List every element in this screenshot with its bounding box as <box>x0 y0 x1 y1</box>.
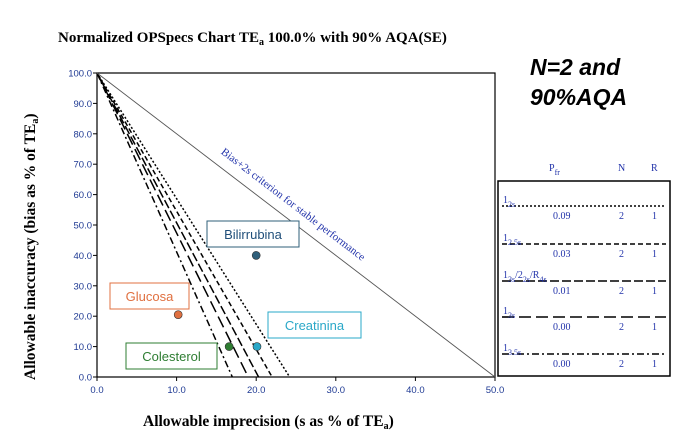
point-label-box <box>109 282 190 310</box>
y-tick-label: 20.0 <box>74 312 93 323</box>
headline-line2: 90%AQA <box>530 84 628 110</box>
point-label: Bilirrubina <box>224 227 283 242</box>
y-tick-label: 30.0 <box>74 281 93 292</box>
x-tick-label: 0.0 <box>90 385 103 396</box>
series-line <box>96 72 234 378</box>
legend-pfr-value: 0.09 <box>553 211 571 222</box>
point-label: Glucosa <box>126 289 174 304</box>
legend-header-r: R <box>651 163 658 174</box>
point-label-box <box>206 220 300 248</box>
legend-r-value: 1 <box>652 211 657 222</box>
y-tick-label: 100.0 <box>68 69 92 80</box>
legend-rule-label: 13s <box>503 306 515 320</box>
y-tick-label: 80.0 <box>74 129 93 140</box>
point-label-box <box>125 342 218 370</box>
legend-header-pfr: Pfr <box>549 163 560 177</box>
legend-rule-label: 12.5s <box>503 233 521 247</box>
series-line <box>96 72 260 378</box>
x-tick-label: 30.0 <box>327 385 346 396</box>
y-tick-label: 90.0 <box>74 99 93 110</box>
legend-r-value: 1 <box>652 286 657 297</box>
legend-r-value: 1 <box>652 322 657 333</box>
point-label: Creatinina <box>285 318 345 333</box>
legend-r-value: 1 <box>652 359 657 370</box>
legend-box <box>497 180 671 377</box>
legend-n-value: 2 <box>619 211 624 222</box>
y-tick-label: 40.0 <box>74 251 93 262</box>
legend-pfr-value: 0.03 <box>553 249 571 260</box>
legend-n-value: 2 <box>619 359 624 370</box>
legend-n-value: 2 <box>619 249 624 260</box>
headline-line1: N=2 and <box>530 54 621 80</box>
legend-rule-label: 13.5s <box>503 343 521 357</box>
data-point <box>251 251 261 260</box>
x-axis-label: Allowable imprecision (s as % of TEa) <box>143 413 394 432</box>
legend-r-value: 1 <box>652 249 657 260</box>
y-tick-label: 60.0 <box>74 190 93 201</box>
legend-rule-label: 12s <box>503 195 515 209</box>
legend-pfr-value: 0.00 <box>553 359 571 370</box>
y-tick-label: 50.0 <box>74 221 93 232</box>
x-tick-label: 20.0 <box>247 385 266 396</box>
series-line <box>96 72 249 378</box>
legend-n-value: 2 <box>619 286 624 297</box>
data-point <box>224 342 234 351</box>
y-tick-label: 70.0 <box>74 160 93 171</box>
legend-rule-label: 13s/22s/R4s <box>503 270 547 284</box>
x-tick-label: 50.0 <box>486 385 505 396</box>
legend-n-value: 2 <box>619 322 624 333</box>
data-point <box>173 310 183 319</box>
data-point <box>252 342 262 351</box>
x-tick-label: 10.0 <box>167 385 186 396</box>
series-line <box>96 72 273 378</box>
y-tick-label: 10.0 <box>74 342 93 353</box>
legend-header-n: N <box>618 163 625 174</box>
point-label: Colesterol <box>142 349 201 364</box>
legend-pfr-value: 0.01 <box>553 286 571 297</box>
legend-pfr-value: 0.00 <box>553 322 571 333</box>
x-tick-label: 40.0 <box>406 385 425 396</box>
chart-title: Normalized OPSpecs Chart TEa 100.0% with… <box>58 30 447 48</box>
y-tick-label: 0.0 <box>79 373 92 384</box>
point-label-box <box>267 311 362 339</box>
